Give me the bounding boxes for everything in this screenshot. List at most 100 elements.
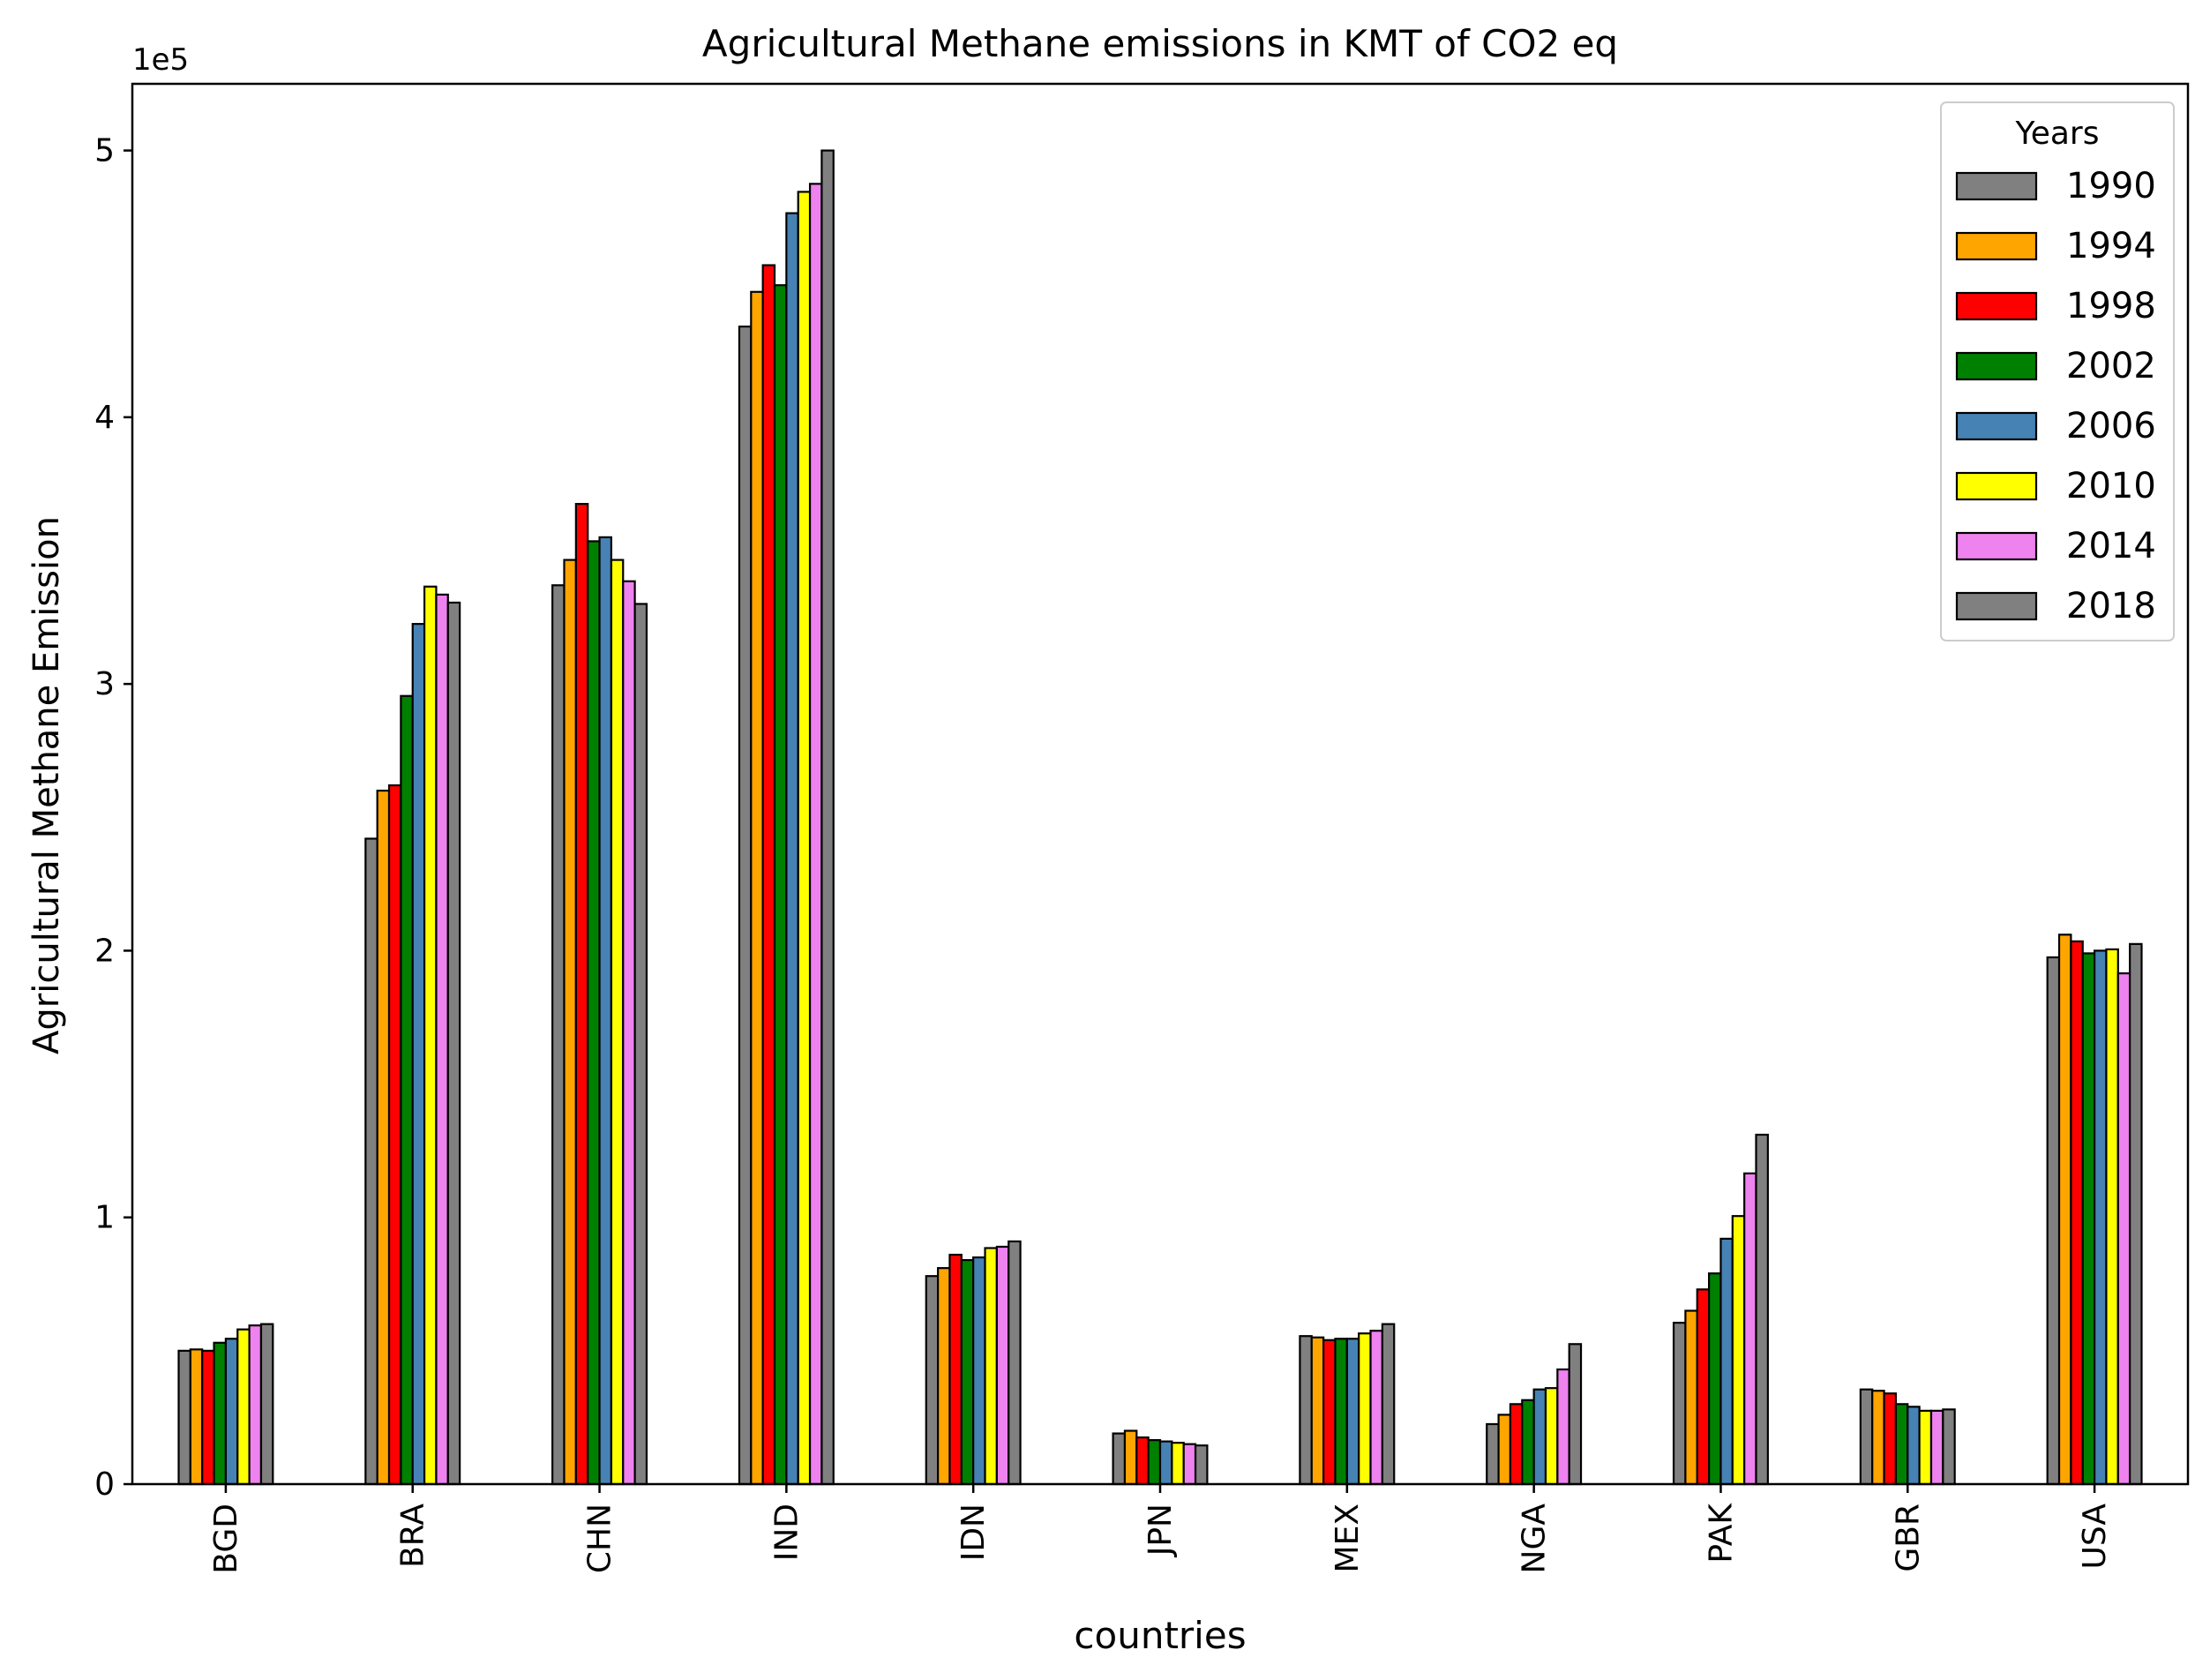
- bar-idn-2010: [984, 1247, 998, 1486]
- x-tick-label-nga: NGA: [1517, 1504, 1553, 1574]
- bar-bgd-1998: [201, 1349, 215, 1486]
- bar-gbr-1990: [1859, 1388, 1874, 1486]
- bar-idn-2018: [1008, 1240, 1022, 1486]
- bar-mex-2018: [1381, 1323, 1396, 1486]
- x-tick-label-bra: BRA: [395, 1504, 431, 1568]
- bar-ind-2010: [797, 191, 812, 1486]
- bar-ind-1998: [761, 264, 776, 1486]
- legend-swatch-1990: [1955, 171, 2038, 201]
- y-tick-label: 1: [94, 1200, 115, 1236]
- bar-ind-2018: [820, 149, 835, 1486]
- bar-jpn-2010: [1171, 1442, 1185, 1486]
- bar-jpn-1998: [1135, 1436, 1150, 1486]
- bar-gbr-1998: [1883, 1392, 1898, 1486]
- bar-nga-2018: [1568, 1343, 1583, 1486]
- bar-ind-1990: [738, 325, 753, 1486]
- y-tick-label: 5: [94, 133, 115, 169]
- bar-nga-1998: [1509, 1403, 1524, 1486]
- bar-usa-1998: [2070, 940, 2084, 1486]
- x-tick-label-pak: PAK: [1704, 1503, 1740, 1564]
- bar-ind-1994: [750, 290, 764, 1486]
- bar-mex-2002: [1334, 1338, 1348, 1486]
- bar-nga-2002: [1521, 1399, 1535, 1486]
- bar-idn-2006: [972, 1256, 986, 1486]
- x-tick-label-gbr: GBR: [1890, 1504, 1926, 1572]
- chart-title: Agricultural Methane emissions in KMT of…: [702, 22, 1618, 65]
- bar-gbr-2002: [1894, 1403, 1909, 1486]
- bar-bra-1994: [376, 789, 391, 1486]
- bar-bra-2018: [446, 601, 461, 1486]
- bar-chn-1998: [574, 502, 589, 1486]
- legend-label-1998: 1998: [2066, 286, 2156, 326]
- bar-nga-2014: [1556, 1368, 1570, 1486]
- bar-chn-2014: [622, 580, 636, 1486]
- y-axis-label: Agricultural Methane Emission: [26, 516, 67, 1054]
- bar-mex-2006: [1345, 1338, 1360, 1486]
- bar-gbr-2018: [1942, 1408, 1956, 1486]
- y-tick-label: 0: [94, 1466, 115, 1503]
- legend-swatch-2018: [1955, 591, 2038, 621]
- legend-label-1994: 1994: [2066, 226, 2156, 266]
- bar-jpn-2018: [1194, 1444, 1209, 1486]
- x-tick-label-ind: IND: [768, 1504, 805, 1561]
- bar-jpn-2002: [1147, 1439, 1162, 1486]
- bar-idn-2014: [995, 1245, 1010, 1486]
- bar-bgd-1990: [177, 1349, 191, 1486]
- bar-chn-2018: [633, 603, 648, 1486]
- bar-pak-2010: [1731, 1215, 1746, 1486]
- bar-mex-1994: [1310, 1336, 1325, 1486]
- x-tick-label-usa: USA: [2077, 1504, 2113, 1570]
- bar-nga-1990: [1486, 1422, 1500, 1486]
- bar-usa-2014: [2116, 972, 2131, 1486]
- bar-ind-2014: [808, 183, 823, 1486]
- bar-nga-1994: [1497, 1414, 1512, 1486]
- bar-chn-1990: [551, 584, 566, 1486]
- bar-usa-2002: [2081, 952, 2096, 1486]
- bar-chn-1994: [563, 559, 577, 1486]
- bar-pak-1994: [1684, 1309, 1698, 1486]
- bar-mex-1998: [1322, 1339, 1337, 1486]
- bar-ind-2006: [785, 212, 799, 1486]
- legend-title: Years: [2015, 116, 2100, 152]
- bar-usa-2018: [2129, 942, 2143, 1486]
- x-ticks-group: BGD BRA CHN IND IDN JPN MEX NGA PAK GBR USA: [208, 1484, 2113, 1574]
- bar-chn-2006: [598, 536, 612, 1486]
- y-tick-label: 3: [94, 666, 115, 702]
- legend-swatch-1998: [1955, 291, 2038, 321]
- bar-nga-2010: [1544, 1387, 1559, 1486]
- bar-bra-2002: [400, 694, 414, 1486]
- bar-usa-1990: [2046, 956, 2061, 1486]
- bar-jpn-1994: [1123, 1429, 1138, 1486]
- legend-swatch-2006: [1955, 411, 2038, 441]
- bar-usa-1994: [2057, 934, 2072, 1486]
- bar-pak-2006: [1719, 1237, 1734, 1486]
- legend-label-2018: 2018: [2066, 586, 2156, 626]
- x-tick-label-mex: MEX: [1330, 1504, 1366, 1572]
- legend-label-1990: 1990: [2066, 166, 2156, 206]
- bar-pak-2018: [1755, 1133, 1769, 1486]
- bar-usa-2006: [2093, 949, 2108, 1486]
- x-tick-label-idn: IDN: [955, 1504, 992, 1561]
- legend-swatch-1994: [1955, 231, 2038, 261]
- bar-idn-2002: [960, 1258, 975, 1486]
- bar-ind-2002: [773, 284, 788, 1486]
- bar-bgd-1994: [189, 1348, 204, 1486]
- legend-label-2014: 2014: [2066, 526, 2156, 566]
- legend-label-2006: 2006: [2066, 406, 2156, 446]
- legend-label-2010: 2010: [2066, 466, 2156, 506]
- x-tick-label-jpn: JPN: [1142, 1504, 1179, 1557]
- bar-mex-2010: [1358, 1332, 1372, 1486]
- bar-gbr-2010: [1918, 1409, 1933, 1486]
- x-tick-label-bgd: BGD: [208, 1504, 244, 1574]
- bar-chn-2002: [587, 540, 601, 1486]
- y-ticks-group: 0 1 2 3 4 5: [94, 133, 132, 1503]
- legend-swatch-2014: [1955, 531, 2038, 561]
- plot-area-frame: [131, 82, 2190, 1486]
- bar-jpn-2014: [1182, 1443, 1197, 1486]
- y-tick-label: 2: [94, 933, 115, 969]
- bar-gbr-1994: [1871, 1390, 1885, 1486]
- bar-pak-2002: [1707, 1272, 1722, 1486]
- bar-usa-2010: [2105, 948, 2119, 1486]
- bar-gbr-2006: [1907, 1406, 1921, 1486]
